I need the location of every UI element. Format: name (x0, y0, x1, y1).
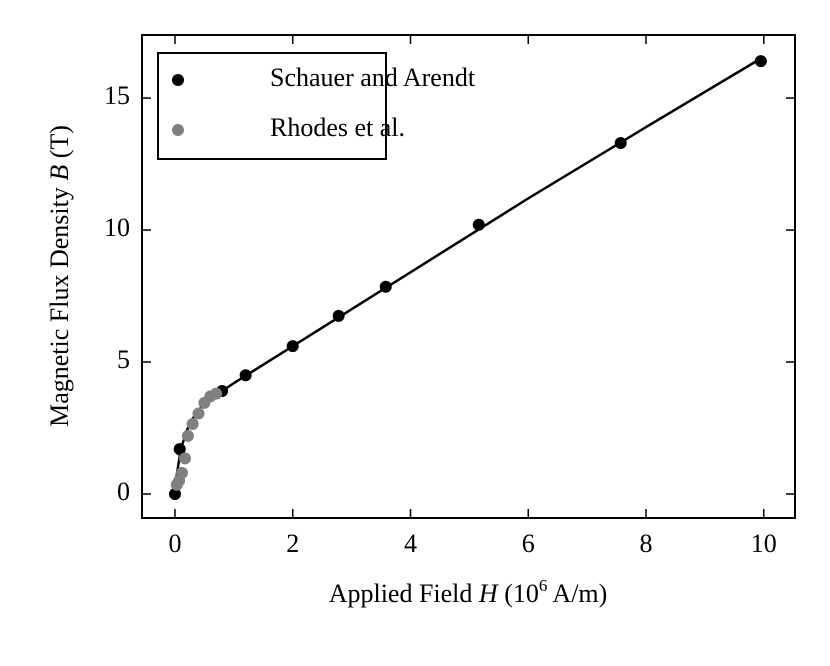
legend-box (157, 52, 387, 160)
legend-label: Schauer and Arendt (270, 63, 476, 92)
x-label-part: A/m) (547, 579, 607, 608)
x-tick-label: 6 (522, 529, 535, 558)
x-tick-label: 4 (404, 529, 417, 558)
y-tick-label: 10 (104, 213, 130, 242)
data-point (176, 466, 189, 479)
y-tick-label: 5 (117, 345, 130, 374)
legend-marker (172, 74, 184, 86)
x-label-part: (10 (498, 579, 539, 608)
x-tick-label: 2 (286, 529, 299, 558)
data-point (332, 309, 345, 322)
x-label-part: Applied Field (329, 579, 479, 608)
plot-frame (141, 34, 796, 519)
y-label-part: B (45, 165, 74, 181)
data-point (173, 443, 186, 456)
data-point (210, 387, 223, 400)
data-point (614, 136, 627, 149)
x-tick-label: 0 (168, 529, 181, 558)
y-tick-label: 15 (104, 81, 130, 110)
data-point (286, 340, 299, 353)
legend-marker (172, 124, 184, 136)
data-point (192, 407, 205, 420)
x-tick-label: 8 (640, 529, 653, 558)
data-point (754, 55, 767, 68)
legend-label: Rhodes et al. (270, 113, 405, 142)
data-point (181, 429, 194, 442)
y-label-part: Magnetic Flux Density (45, 181, 74, 427)
x-tick-label: 10 (751, 529, 777, 558)
data-point (178, 452, 191, 465)
y-tick-label: 0 (117, 477, 130, 506)
data-point (472, 218, 485, 231)
x-label-part: H (478, 579, 499, 608)
data-point (186, 418, 199, 431)
data-point (168, 487, 181, 500)
y-label-part: (T) (45, 125, 74, 165)
y-axis-label: Magnetic Flux Density B (T) (45, 125, 74, 427)
data-point (239, 369, 252, 382)
x-label-part: 6 (539, 576, 548, 595)
data-point (379, 280, 392, 293)
x-axis-label: Applied Field H (106 A/m) (329, 576, 608, 608)
